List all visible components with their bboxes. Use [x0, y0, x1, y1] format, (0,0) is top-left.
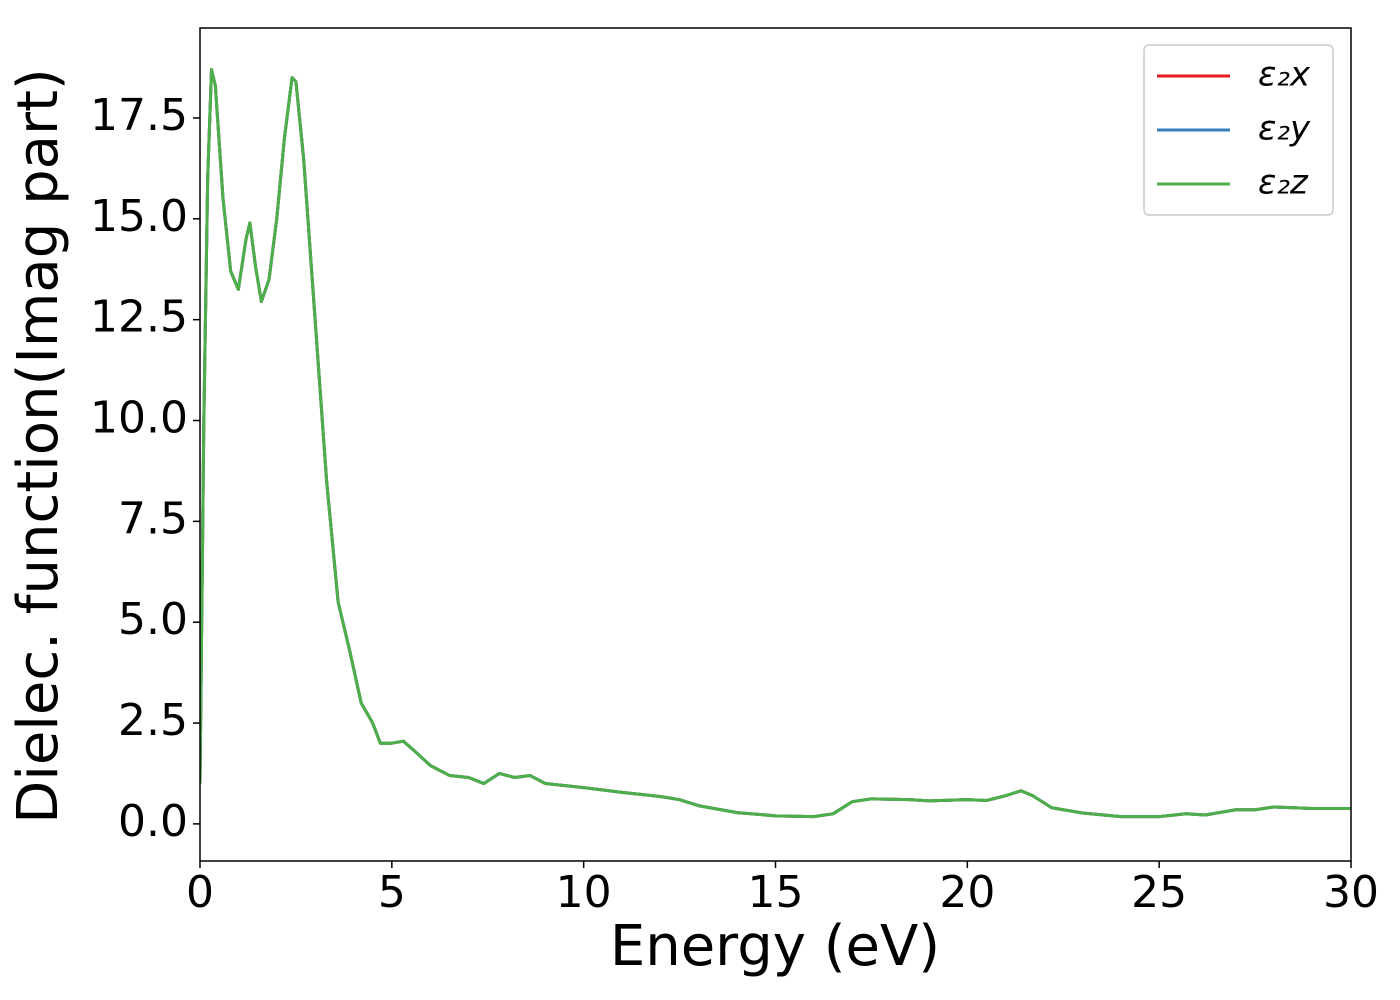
legend-label: ε₂x	[1258, 55, 1311, 95]
y-tick-label: 5.0	[118, 594, 188, 645]
x-tick-label: 10	[556, 867, 612, 918]
plot-frame	[199, 27, 1352, 862]
x-axis-label: Energy (eV)	[610, 914, 940, 979]
x-tick-label: 5	[378, 867, 406, 918]
y-tick-label: 7.5	[118, 493, 188, 544]
y-tick-label: 12.5	[90, 292, 188, 343]
y-tick-label: 15.0	[90, 191, 188, 242]
x-tick-label: 30	[1323, 867, 1379, 918]
x-tick-label: 0	[186, 867, 214, 918]
y-tick-label: 17.5	[90, 90, 188, 141]
x-tick-label: 25	[1131, 867, 1187, 918]
y-tick-label: 2.5	[118, 695, 188, 746]
series-line	[200, 68, 1351, 819]
x-tick-label: 20	[939, 867, 995, 918]
legend-label: ε₂y	[1258, 109, 1311, 149]
y-tick-label: 10.0	[90, 392, 188, 443]
y-axis-label: Dielec. function(Imag part)	[6, 68, 71, 824]
legend-box	[1143, 44, 1334, 216]
legend-label: ε₂z	[1258, 163, 1309, 203]
x-tick-label: 15	[748, 867, 804, 918]
y-tick-label: 0.0	[118, 796, 188, 847]
